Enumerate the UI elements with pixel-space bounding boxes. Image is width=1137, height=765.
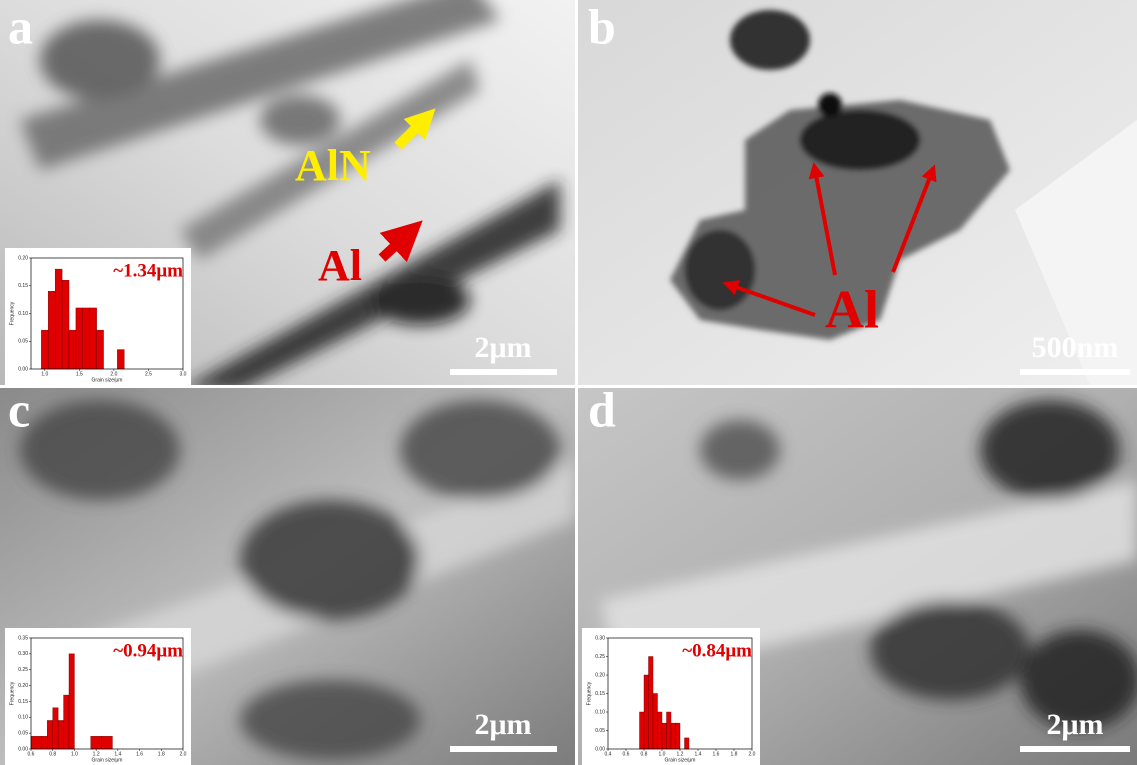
x-tick-label: 1.8: [158, 751, 165, 757]
histogram-bar: [31, 736, 42, 749]
panel-label: d: [588, 381, 616, 437]
y-tick-label: 0.00: [18, 366, 28, 372]
inset-annotation: ~0.94μm: [113, 640, 183, 661]
y-axis-label: Frequency: [9, 681, 15, 705]
inset-annotation: ~0.84μm: [682, 640, 752, 661]
y-tick-label: 0.30: [18, 651, 28, 657]
y-tick-label: 0.25: [595, 654, 605, 660]
histogram-bar: [76, 308, 83, 369]
histogram-bar: [676, 723, 681, 749]
scale-bar: [1020, 746, 1130, 752]
histogram-bar: [662, 723, 667, 749]
annotation: Al: [825, 279, 879, 339]
scale-bar-label: 2μm: [475, 708, 532, 741]
y-tick-label: 0.25: [18, 667, 28, 673]
histogram-bar: [83, 308, 90, 369]
x-tick-label: 1.8: [731, 751, 738, 757]
histogram-bar: [90, 308, 97, 369]
y-tick-label: 0.35: [18, 635, 28, 641]
histogram-bar: [48, 291, 55, 369]
panel-label: a: [8, 0, 33, 54]
page: {"panels": [ {"label": "a", "scale_bar":…: [0, 0, 1137, 765]
histogram-bar: [47, 720, 52, 749]
histogram-bar: [69, 654, 74, 749]
x-tick-label: 1.0: [71, 751, 78, 757]
histogram-bar: [69, 330, 76, 369]
histogram-bar: [671, 723, 676, 749]
histogram-bar: [42, 736, 47, 749]
y-tick-label: 0.15: [18, 283, 28, 289]
y-axis-label: Frequency: [9, 301, 15, 325]
histogram-bar: [640, 712, 645, 749]
y-tick-label: 0.00: [595, 746, 605, 752]
x-axis-label: Grain size/μm: [665, 757, 696, 763]
histogram-bar: [53, 708, 58, 749]
panel-label: c: [8, 381, 30, 437]
y-tick-label: 0.10: [595, 709, 605, 715]
y-tick-label: 0.05: [595, 728, 605, 734]
x-tick-label: 1.6: [713, 751, 720, 757]
scale-bar-label: 2μm: [1047, 708, 1104, 741]
histogram-bar: [649, 657, 654, 750]
scale-bar: [450, 746, 557, 752]
y-tick-label: 0.05: [18, 339, 28, 345]
histogram-bar: [644, 675, 649, 749]
y-tick-label: 0.15: [595, 691, 605, 697]
y-tick-label: 0.30: [595, 635, 605, 641]
x-tick-label: 1.6: [136, 751, 143, 757]
x-tick-label: 1.5: [76, 371, 83, 377]
y-tick-label: 0.10: [18, 715, 28, 721]
x-tick-label: 0.8: [49, 751, 56, 757]
figure: AlN Al Al a b c d 2μm 500nm 2μm 2μm 1.0 1…: [0, 0, 1137, 765]
x-tick-label: 0.6: [28, 751, 35, 757]
inset-annotation: ~1.34μm: [113, 260, 183, 281]
histogram-bar: [653, 694, 658, 750]
histogram-bar: [685, 738, 690, 749]
x-tick-label: 1.4: [695, 751, 702, 757]
y-tick-label: 0.10: [18, 311, 28, 317]
y-tick-label: 0.15: [18, 699, 28, 705]
histogram-bar: [91, 736, 102, 749]
histogram-bar: [41, 330, 48, 369]
annotation: Al: [318, 241, 362, 290]
scale-bar-label: 500nm: [1032, 331, 1119, 364]
x-tick-label: 0.8: [641, 751, 648, 757]
y-tick-label: 0.05: [18, 730, 28, 736]
x-axis-label: Grain size/μm: [92, 757, 123, 763]
histogram-bar: [58, 720, 63, 749]
x-tick-label: 0.4: [605, 751, 612, 757]
scale-bar-label: 2μm: [475, 331, 532, 364]
scale-bar: [1020, 369, 1130, 375]
annotation: AlN: [295, 141, 371, 190]
x-axis-label: Grain size/μm: [92, 377, 123, 383]
x-tick-label: 1.0: [41, 371, 48, 377]
histogram-bar: [55, 269, 62, 369]
x-tick-label: 2.0: [180, 751, 187, 757]
y-tick-label: 0.00: [18, 746, 28, 752]
scale-bar: [450, 369, 557, 375]
y-axis-label: Frequency: [586, 681, 592, 705]
histogram-bar: [97, 330, 104, 369]
histogram-bar: [667, 712, 672, 749]
histogram-bar: [102, 736, 113, 749]
histogram-bar: [117, 350, 124, 369]
panel-label: b: [588, 0, 616, 54]
y-tick-label: 0.20: [18, 683, 28, 689]
y-tick-label: 0.20: [18, 255, 28, 261]
x-tick-label: 0.6: [623, 751, 630, 757]
histogram-bar: [62, 280, 69, 369]
x-tick-label: 2.0: [749, 751, 756, 757]
y-tick-label: 0.20: [595, 672, 605, 678]
x-tick-label: 2.5: [145, 371, 152, 377]
histogram-bar: [658, 712, 663, 749]
x-tick-label: 3.0: [180, 371, 187, 377]
histogram-bar: [64, 695, 69, 749]
